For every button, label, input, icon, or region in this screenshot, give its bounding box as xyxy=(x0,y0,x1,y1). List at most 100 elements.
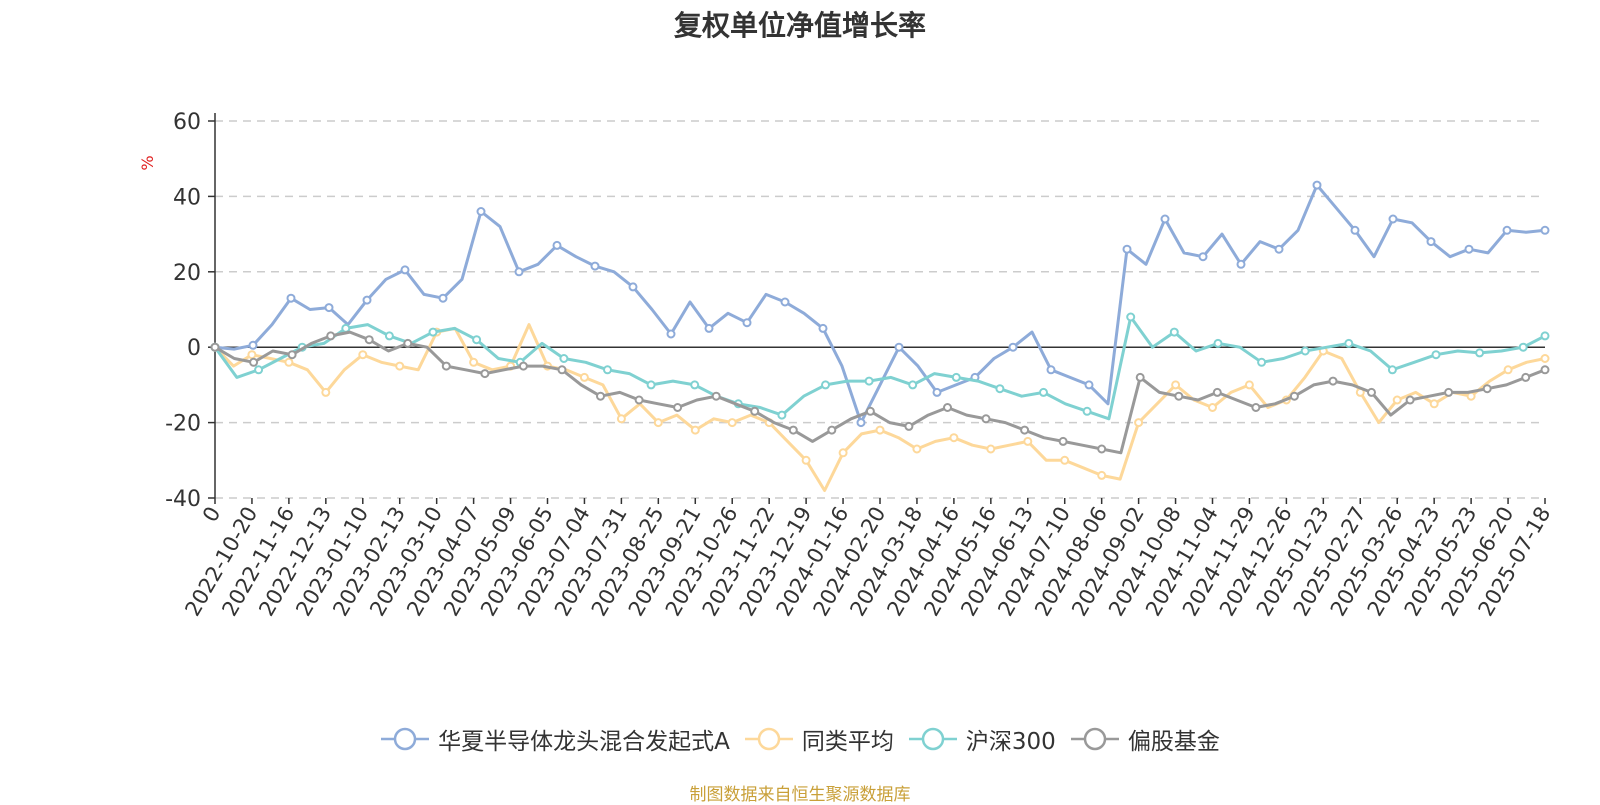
legend-circle xyxy=(1083,727,1107,751)
legend-marker-icon xyxy=(381,727,430,751)
data-point xyxy=(287,350,297,360)
data-point xyxy=(1367,387,1376,397)
data-point xyxy=(981,414,991,424)
y-axis-unit: % xyxy=(138,155,157,170)
data-point xyxy=(1300,346,1310,356)
y-tick-label: 20 xyxy=(173,261,201,286)
data-point xyxy=(428,327,438,337)
data-point xyxy=(1122,244,1132,254)
data-point xyxy=(801,455,811,465)
data-point xyxy=(1289,391,1299,401)
data-point xyxy=(248,340,258,350)
data-point xyxy=(1350,225,1360,235)
data-point xyxy=(1518,342,1528,352)
data-point xyxy=(821,380,830,390)
data-point xyxy=(1134,418,1144,428)
data-point xyxy=(1387,365,1397,375)
data-point xyxy=(1169,327,1179,337)
data-point xyxy=(324,303,334,313)
data-point xyxy=(864,376,874,386)
data-point xyxy=(646,380,656,390)
series-line-4 xyxy=(214,330,1546,455)
legend-item-1[interactable]: 华夏半导体龙头混合发起式A xyxy=(380,722,730,756)
data-point xyxy=(596,391,605,401)
data-point xyxy=(727,418,737,428)
data-point xyxy=(1097,444,1107,454)
legend-item-2[interactable]: 同类平均 xyxy=(744,722,894,756)
data-point xyxy=(441,361,451,371)
data-point xyxy=(1126,312,1136,322)
data-point xyxy=(865,406,875,416)
data-point xyxy=(1405,395,1415,405)
data-point xyxy=(1135,372,1145,382)
data-point xyxy=(1431,350,1441,360)
data-point xyxy=(1060,455,1070,465)
legend-item-3[interactable]: 沪深300 xyxy=(908,722,1056,756)
data-point xyxy=(1244,380,1254,390)
data-point xyxy=(827,425,837,435)
data-point xyxy=(1392,395,1402,405)
data-point xyxy=(438,293,448,303)
legend-item-4[interactable]: 偏股基金 xyxy=(1070,722,1220,756)
data-point xyxy=(518,361,528,371)
legend-marker-icon xyxy=(908,727,957,751)
data-point xyxy=(1344,338,1354,348)
data-point xyxy=(750,406,760,416)
data-point xyxy=(704,323,714,333)
data-point xyxy=(476,207,486,216)
data-point xyxy=(949,433,959,443)
data-point xyxy=(579,372,589,382)
data-point xyxy=(634,395,644,405)
legend-circle xyxy=(921,727,945,751)
data-point xyxy=(1023,436,1033,446)
data-point xyxy=(1208,403,1217,412)
data-point xyxy=(690,425,700,435)
legend-label: 偏股基金 xyxy=(1127,729,1220,755)
legend-label: 沪深300 xyxy=(965,729,1056,755)
data-point xyxy=(1444,387,1454,397)
data-point xyxy=(1058,436,1068,446)
data-point xyxy=(875,425,885,435)
data-point xyxy=(995,384,1005,394)
data-point xyxy=(1212,387,1222,397)
legend: 华夏半导体龙头混合发起式A 同类平均 沪深300 偏股基金 xyxy=(0,722,1600,756)
data-point xyxy=(1020,425,1030,435)
data-point xyxy=(628,282,638,292)
data-point xyxy=(1312,180,1322,190)
data-point xyxy=(1046,365,1056,375)
data-point xyxy=(986,444,996,454)
data-point xyxy=(286,293,296,303)
data-point xyxy=(210,342,220,352)
data-point xyxy=(1502,225,1512,235)
data-point xyxy=(711,391,721,401)
data-point xyxy=(1198,252,1208,262)
series-line-2 xyxy=(213,323,1546,492)
data-point xyxy=(284,357,294,367)
y-tick-label: -20 xyxy=(165,412,201,437)
data-point xyxy=(1429,399,1439,409)
data-point xyxy=(400,265,410,275)
data-point xyxy=(1174,391,1184,401)
data-point xyxy=(818,323,828,333)
data-point xyxy=(1274,244,1284,254)
data-point xyxy=(552,240,562,250)
data-point xyxy=(362,295,372,305)
source-note: 制图数据来自恒生聚源数据库 xyxy=(689,785,911,805)
data-point xyxy=(469,357,479,367)
data-point xyxy=(364,335,374,345)
data-point xyxy=(1084,380,1094,390)
data-point xyxy=(395,361,405,371)
data-point xyxy=(590,261,600,271)
data-point xyxy=(358,350,368,360)
series-line-1 xyxy=(214,183,1546,425)
data-point xyxy=(1251,403,1261,412)
data-point xyxy=(742,318,752,328)
data-point xyxy=(777,410,787,420)
data-point xyxy=(1540,365,1550,375)
data-point xyxy=(943,403,952,412)
data-point xyxy=(480,369,490,379)
data-point xyxy=(249,357,259,367)
data-point xyxy=(1503,365,1513,375)
legend-marker-icon xyxy=(744,727,793,751)
data-point xyxy=(1082,406,1092,416)
